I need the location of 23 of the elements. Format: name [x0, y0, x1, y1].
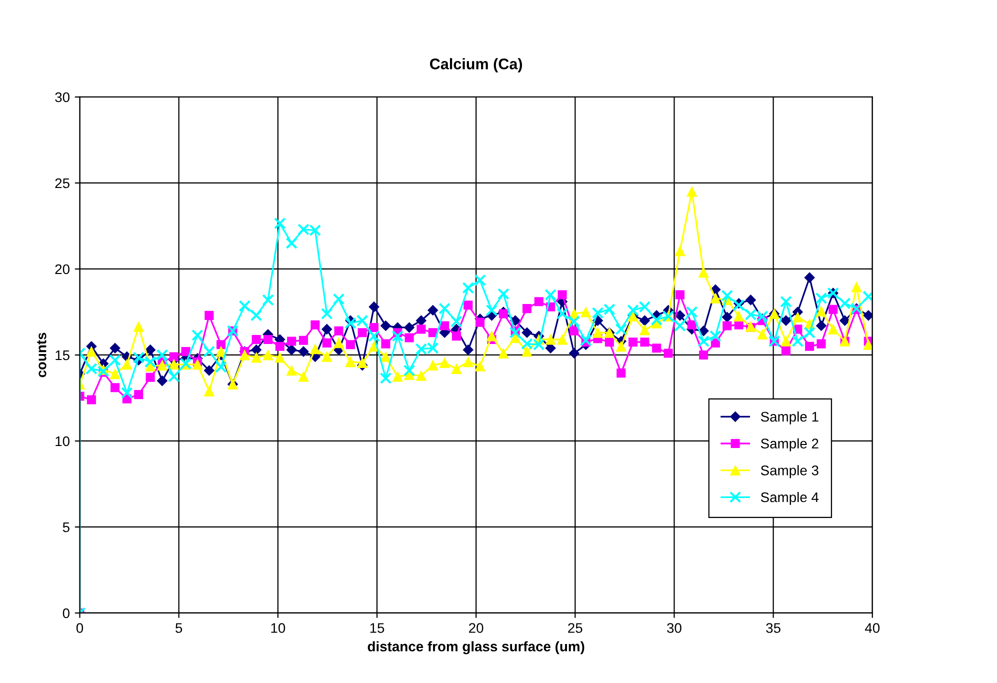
x-tick-label: 20 — [469, 623, 484, 633]
chart-title: Calcium (Ca) — [430, 58, 522, 72]
legend-label: Sample 3 — [760, 465, 818, 478]
y-tick-label: 10 — [56, 436, 70, 446]
y-tick-label: 20 — [55, 264, 70, 274]
y-tick-label: 0 — [62, 608, 70, 618]
x-tick-label: 35 — [766, 623, 780, 633]
x-tick-label: 25 — [568, 623, 582, 633]
x-tick-label: 0 — [76, 623, 84, 633]
x-tick-label: 5 — [176, 623, 182, 633]
x-tick-label: 10 — [271, 623, 286, 633]
legend-label: Sample 1 — [760, 411, 818, 424]
y-tick-label: 15 — [56, 350, 70, 360]
x-axis-title: distance from glass surface (um) — [368, 641, 584, 654]
x-tick-label: 15 — [370, 623, 384, 633]
y-tick-label: 25 — [55, 178, 70, 188]
x-tick-label: 40 — [864, 623, 880, 633]
y-tick-label: 5 — [62, 522, 70, 532]
y-axis-title: counts — [37, 332, 46, 378]
legend-label: Sample 4 — [760, 492, 819, 505]
legend-label: Sample 2 — [760, 438, 818, 452]
y-tick-label: 30 — [55, 92, 70, 102]
x-tick-label: 30 — [667, 623, 682, 633]
